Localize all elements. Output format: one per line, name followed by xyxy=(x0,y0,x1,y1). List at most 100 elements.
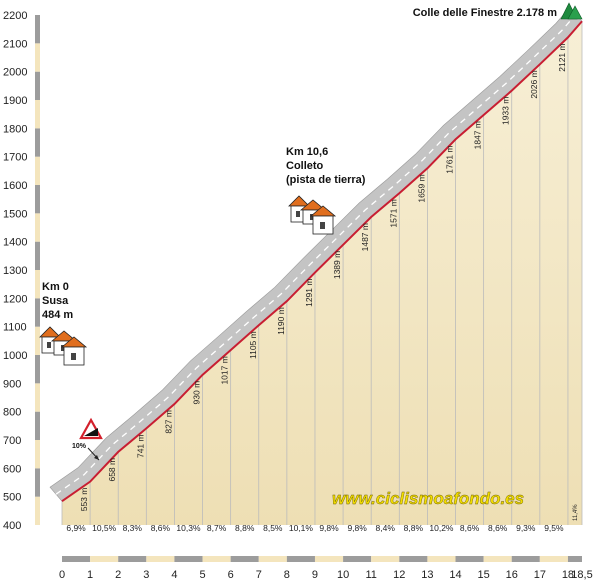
y-strip-segment xyxy=(35,383,40,412)
altitude-label: 1571 m xyxy=(388,199,398,227)
x-tick-label: 0 xyxy=(59,569,65,581)
x-strip-segment xyxy=(343,556,372,562)
gradient-label: 10,5% xyxy=(92,523,117,533)
gradient-label: 9,3% xyxy=(516,523,536,533)
colleto-annotation: Km 10,6 Colleto (pista de tierra) xyxy=(286,146,366,235)
y-tick-label: 800 xyxy=(3,407,21,419)
y-tick-label: 2200 xyxy=(3,10,27,22)
x-tick-label: 18 xyxy=(562,569,574,581)
y-tick-label: 900 xyxy=(3,378,21,390)
y-strip-segment xyxy=(35,270,40,299)
gradient-label: 8,6% xyxy=(151,523,171,533)
x-strip-segment xyxy=(62,556,91,562)
altitude-label: 1847 m xyxy=(473,121,483,149)
y-strip-segment xyxy=(35,326,40,355)
colleto-place-label: Colleto xyxy=(286,160,324,172)
profile-line-path xyxy=(61,20,583,503)
x-strip-segment xyxy=(202,556,231,562)
x-tick-label: 16 xyxy=(506,569,518,581)
website-watermark: www.ciclismoafondo.es xyxy=(332,489,524,508)
x-tick-label: 2 xyxy=(115,569,121,581)
max-gradient-sign: 10% xyxy=(72,417,103,461)
x-tick-label: 17 xyxy=(534,569,546,581)
y-strip-segment xyxy=(35,241,40,270)
y-tick-label: 1700 xyxy=(3,152,27,164)
x-axis-distance-strip xyxy=(62,556,582,562)
y-tick-label: 1800 xyxy=(3,123,27,135)
y-tick-label: 1000 xyxy=(3,350,27,362)
altitude-label: 930 m xyxy=(192,381,202,405)
village-icon xyxy=(39,326,88,366)
gradient-label: 10,2% xyxy=(429,523,454,533)
x-tick-label: 10 xyxy=(337,569,349,581)
x-tick-label: 9 xyxy=(312,569,318,581)
x-strip-segment xyxy=(258,556,287,562)
x-strip-segment xyxy=(539,556,568,562)
x-strip-segment xyxy=(483,556,512,562)
y-strip-segment xyxy=(35,128,40,157)
x-tick-label: 6 xyxy=(228,569,234,581)
x-tick-label: 13 xyxy=(421,569,433,581)
y-tick-label: 1500 xyxy=(3,208,27,220)
x-strip-segment xyxy=(118,556,147,562)
gradient-label: 6,9% xyxy=(66,523,86,533)
start-annotation: Km 0 Susa 484 m xyxy=(39,281,88,366)
x-tick-label: 5 xyxy=(199,569,205,581)
y-tick-label: 500 xyxy=(3,492,21,504)
gradient-label: 8,5% xyxy=(263,523,283,533)
profile-line xyxy=(61,20,583,503)
y-tick-label: 2100 xyxy=(3,38,27,50)
x-strip-segment xyxy=(511,556,540,562)
profile-area-fill xyxy=(62,21,582,525)
altitude-label: 1487 m xyxy=(360,223,370,251)
y-axis-altitude-strip xyxy=(35,15,40,525)
gradient-label: 9,8% xyxy=(347,523,367,533)
altitude-label: 2121 m xyxy=(557,43,567,71)
summit-annotation: Colle delle Finestre 2.178 m xyxy=(413,2,583,20)
x-tick-label: 11 xyxy=(365,569,376,581)
y-strip-segment xyxy=(35,100,40,129)
x-strip-segment xyxy=(90,556,119,562)
x-strip-segment xyxy=(567,556,582,562)
altitude-labels: 553 m 658 m 741 m 827 m 930 m 1017 m 1105 m 119… xyxy=(79,43,567,511)
altitude-label: 1761 m xyxy=(445,145,455,173)
y-tick-label: 1400 xyxy=(3,237,27,249)
x-strip-segment xyxy=(174,556,203,562)
gradient-labels: 6,9% 10,5% 8,3% 8,6% 10,3% 8,7% 8,8% 8,5% 10,1% 9… xyxy=(66,504,579,533)
x-tick-label: 14 xyxy=(449,569,461,581)
gradient-label: 8,8% xyxy=(235,523,255,533)
x-tick-label: 3 xyxy=(143,569,149,581)
y-strip-segment xyxy=(35,71,40,100)
gradient-label: 9,8% xyxy=(319,523,339,533)
gradient-label: 8,8% xyxy=(404,523,424,533)
altitude-label: 1291 m xyxy=(304,279,314,307)
altitude-label: 658 m xyxy=(107,458,117,482)
y-strip-segment xyxy=(35,411,40,440)
x-tick-label: 1 xyxy=(87,569,93,581)
gradient-label: 8,7% xyxy=(207,523,227,533)
summit-label: Colle delle Finestre 2.178 m xyxy=(413,7,558,19)
gradient-label: 11,4% xyxy=(573,504,579,521)
gradient-label: 8,6% xyxy=(460,523,480,533)
start-km-label: Km 0 xyxy=(42,281,69,293)
village-icon xyxy=(288,195,337,235)
y-tick-label: 2000 xyxy=(3,67,27,79)
gradient-label: 8,3% xyxy=(123,523,143,533)
y-axis-ticks: 400 500 600 700 800 900 1000 1100 1200 1300 1400 15… xyxy=(3,10,27,532)
y-strip-segment xyxy=(35,213,40,242)
y-tick-label: 600 xyxy=(3,463,21,475)
colleto-surface-label: (pista de tierra) xyxy=(286,174,366,186)
gradient-label: 9,5% xyxy=(544,523,564,533)
altitude-label: 1933 m xyxy=(501,97,511,125)
y-strip-segment xyxy=(35,440,40,469)
altitude-label: 1659 m xyxy=(416,174,426,202)
y-strip-segment xyxy=(35,496,40,525)
altitude-label: 827 m xyxy=(163,410,173,434)
y-strip-segment xyxy=(35,355,40,384)
km-gridlines xyxy=(61,21,583,525)
x-strip-segment xyxy=(230,556,259,562)
x-strip-segment xyxy=(314,556,344,562)
altitude-label: 553 m xyxy=(79,488,89,512)
